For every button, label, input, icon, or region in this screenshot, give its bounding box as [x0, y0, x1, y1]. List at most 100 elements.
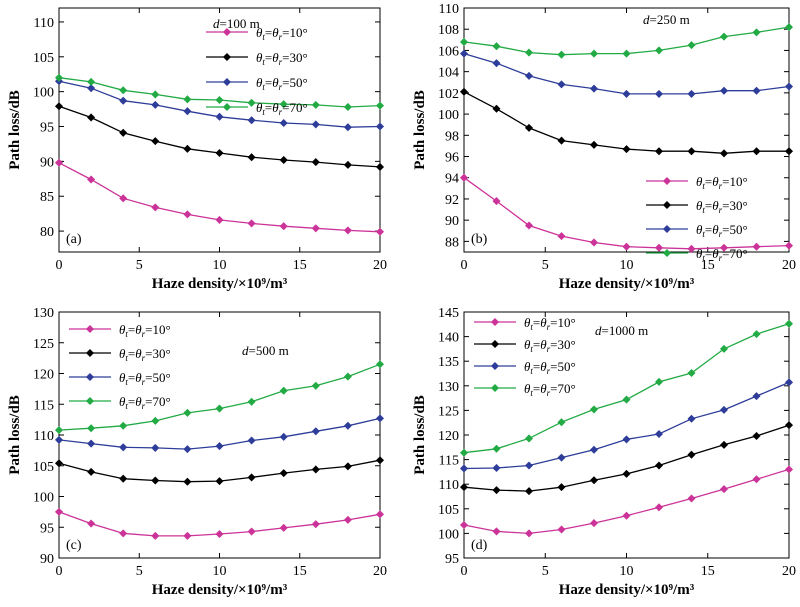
- data-point: [311, 465, 320, 474]
- data-point: [589, 140, 599, 149]
- data-point: [343, 515, 352, 524]
- data-point: [784, 241, 794, 250]
- x-tick-label-1: 5: [136, 258, 143, 273]
- data-point: [279, 523, 288, 532]
- data-point: [589, 476, 599, 485]
- data-point: [654, 503, 664, 512]
- series-2: [459, 49, 794, 98]
- y-tick-label-2: 100: [33, 491, 54, 506]
- legend-marker: [222, 27, 232, 37]
- plot-frame: [463, 311, 790, 559]
- data-point: [719, 243, 729, 252]
- data-point: [589, 84, 599, 93]
- data-point: [459, 173, 469, 182]
- data-point: [557, 232, 566, 241]
- y-tick-label-5: 120: [438, 429, 459, 444]
- y-tick-label-6: 125: [438, 404, 459, 419]
- data-point: [215, 95, 224, 105]
- data-point: [524, 461, 534, 470]
- data-point: [557, 80, 566, 89]
- data-point: [119, 443, 128, 452]
- data-point: [492, 444, 501, 453]
- x-tick-label-1: 5: [542, 258, 549, 273]
- data-point: [311, 381, 320, 390]
- data-point: [719, 32, 729, 41]
- data-point: [87, 467, 96, 476]
- y-tick-label-4: 110: [34, 429, 54, 444]
- x-axis-label: Haze density/×10⁹/m³: [152, 276, 288, 292]
- data-point: [343, 462, 352, 471]
- data-point: [557, 418, 566, 427]
- y-tick-label-6: 110: [34, 16, 54, 31]
- data-point: [119, 194, 128, 203]
- data-point: [54, 507, 64, 516]
- distance-annotation: d=1000 m: [595, 323, 648, 338]
- y-tick-label-1: 85: [40, 190, 54, 205]
- data-point: [589, 519, 599, 528]
- legend: θt=θr=10° θt=θr=30° θt=θr=50° θt=θr=70°: [206, 25, 308, 117]
- data-point: [784, 82, 794, 91]
- data-point: [524, 48, 534, 57]
- y-tick-label-0: 80: [40, 225, 54, 240]
- data-point: [459, 464, 469, 473]
- data-point: [215, 477, 224, 486]
- data-point: [215, 112, 224, 121]
- data-point: [54, 435, 64, 444]
- data-point: [151, 90, 160, 99]
- legend-label-1: θt=θr=30°: [119, 346, 171, 363]
- x-tick-label-2: 10: [620, 258, 634, 273]
- legend-label-2: θt=θr=50°: [696, 222, 748, 239]
- y-tick-label-2: 90: [40, 155, 54, 170]
- y-tick-label-5: 98: [445, 129, 459, 144]
- data-point: [183, 477, 192, 486]
- series-2: [54, 414, 385, 454]
- series-1: [459, 421, 794, 496]
- series-line: [58, 363, 381, 431]
- data-point: [719, 344, 729, 353]
- x-tick-label-4: 20: [373, 258, 387, 273]
- data-point: [719, 405, 729, 414]
- legend-marker: [85, 372, 95, 382]
- data-point: [752, 330, 761, 339]
- data-point: [752, 147, 761, 156]
- data-point: [311, 120, 320, 129]
- data-point: [622, 242, 631, 251]
- x-axis-label: Haze density/×10⁹/m³: [559, 582, 695, 598]
- data-point: [459, 49, 469, 58]
- data-point: [459, 37, 469, 46]
- data-point: [87, 519, 96, 528]
- data-point: [687, 494, 696, 503]
- y-tick-label-6: 100: [438, 108, 459, 123]
- data-point: [622, 395, 631, 404]
- y-tick-label-3: 110: [439, 478, 459, 493]
- series-0: [459, 173, 794, 253]
- y-tick-label-1: 100: [438, 527, 459, 542]
- data-point: [247, 436, 256, 445]
- data-point: [151, 137, 160, 146]
- y-tick-label-11: 110: [439, 2, 459, 17]
- data-point: [375, 122, 385, 131]
- data-point: [459, 521, 469, 530]
- data-point: [151, 443, 160, 452]
- series-line: [463, 52, 790, 95]
- y-tick-label-7: 102: [438, 87, 459, 102]
- data-point: [589, 49, 599, 58]
- legend-label-1: θt=θr=30°: [256, 50, 308, 67]
- y-tick-label-1: 90: [445, 214, 459, 229]
- data-point: [719, 86, 729, 95]
- data-point: [654, 461, 664, 470]
- y-tick-label-0: 95: [445, 552, 459, 567]
- data-point: [459, 87, 469, 96]
- legend-label-0: θt=θr=10°: [119, 322, 171, 339]
- x-axis-label: Haze density/×10⁹/m³: [152, 582, 288, 598]
- data-point: [311, 520, 320, 529]
- y-tick-label-4: 115: [439, 454, 459, 469]
- data-point: [87, 84, 96, 93]
- data-point: [279, 222, 288, 231]
- data-point: [311, 224, 320, 233]
- data-point: [375, 360, 385, 369]
- data-point: [492, 104, 501, 113]
- data-point: [311, 427, 320, 436]
- legend-label-1: θt=θr=30°: [696, 198, 748, 215]
